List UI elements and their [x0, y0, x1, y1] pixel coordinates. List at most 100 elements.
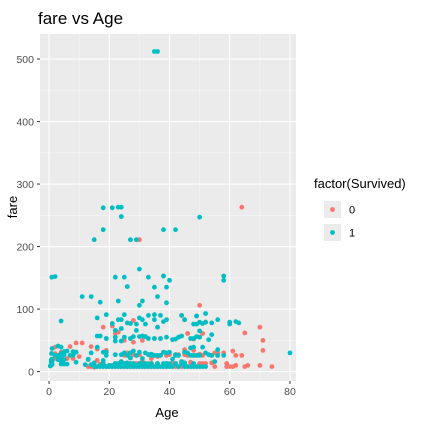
point-survived-1 [287, 350, 293, 356]
point-survived-1 [109, 321, 115, 326]
point-survived-1 [203, 319, 209, 325]
point-survived-1 [182, 360, 188, 366]
y-tick-label: 0 [28, 366, 34, 378]
x-tick-label: 60 [224, 386, 236, 398]
point-survived-1 [100, 227, 106, 233]
point-survived-1 [121, 274, 127, 280]
point-survived-1 [155, 324, 160, 330]
point-survived-1 [94, 315, 100, 321]
point-survived-1 [161, 273, 166, 279]
point-survived-1 [221, 353, 227, 358]
point-survived-1 [100, 205, 106, 211]
point-survived-1 [118, 317, 124, 323]
point-survived-1 [179, 313, 185, 318]
point-survived-1 [167, 361, 172, 366]
point-survived-1 [155, 361, 160, 366]
y-axis-title: fare [5, 196, 20, 218]
point-survived-0 [233, 353, 239, 358]
point-survived-0 [260, 348, 266, 353]
point-survived-1 [131, 334, 136, 339]
point-survived-1 [134, 237, 139, 243]
point-survived-1 [170, 364, 175, 369]
point-survived-1 [97, 299, 103, 305]
point-survived-1 [103, 336, 109, 341]
point-survived-0 [88, 344, 94, 349]
point-survived-1 [49, 356, 55, 362]
point-survived-1 [197, 334, 203, 340]
point-survived-0 [257, 324, 263, 330]
point-survived-0 [185, 331, 191, 336]
minor-gridlines [40, 34, 296, 381]
point-survived-1 [112, 352, 118, 358]
point-survived-1 [140, 317, 145, 323]
point-survived-0 [239, 353, 245, 358]
point-survived-1 [58, 344, 64, 350]
point-survived-1 [158, 353, 163, 358]
point-survived-1 [215, 317, 221, 323]
point-survived-0 [140, 338, 145, 343]
y-tick-label: 100 [16, 304, 34, 316]
point-survived-0 [131, 339, 136, 345]
plot-panel [40, 34, 296, 381]
point-survived-1 [112, 334, 118, 340]
point-survived-1 [173, 361, 178, 366]
x-tick-label: 20 [103, 386, 115, 398]
point-survived-1 [64, 348, 70, 354]
point-survived-1 [124, 284, 130, 289]
point-survived-1 [182, 317, 188, 323]
point-survived-1 [134, 328, 139, 333]
point-survived-1 [70, 353, 76, 358]
point-survived-1 [212, 359, 218, 364]
y-tick-label: 300 [16, 179, 34, 191]
point-survived-1 [227, 319, 233, 325]
point-survived-0 [67, 344, 73, 349]
point-survived-1 [167, 349, 172, 355]
point-survived-1 [164, 300, 169, 306]
point-survived-0 [73, 340, 79, 346]
point-survived-1 [134, 353, 139, 358]
y-tick-label: 500 [16, 54, 34, 66]
point-survived-1 [209, 320, 215, 326]
point-survived-1 [91, 360, 97, 366]
point-survived-1 [137, 302, 142, 308]
point-survived-0 [79, 340, 85, 346]
point-survived-1 [134, 321, 139, 327]
legend-key-0 [330, 207, 335, 212]
point-survived-1 [152, 336, 157, 341]
point-survived-1 [146, 274, 151, 280]
point-survived-0 [224, 361, 230, 366]
point-survived-0 [257, 363, 263, 368]
point-survived-1 [118, 204, 124, 210]
point-survived-1 [158, 313, 163, 318]
point-survived-1 [140, 298, 145, 304]
point-survived-0 [242, 330, 248, 336]
point-survived-1 [203, 311, 209, 316]
point-survived-1 [127, 355, 133, 361]
point-survived-1 [164, 317, 169, 323]
point-survived-1 [131, 348, 136, 354]
point-survived-1 [209, 353, 215, 358]
data-points [47, 49, 293, 370]
point-survived-1 [137, 349, 142, 355]
legend: factor(Survived) 0 1 [314, 176, 406, 241]
point-survived-1 [91, 237, 97, 243]
point-survived-1 [112, 338, 118, 344]
point-survived-1 [206, 337, 212, 343]
point-survived-0 [260, 338, 266, 343]
point-survived-1 [85, 356, 91, 362]
point-survived-1 [155, 49, 160, 54]
point-survived-1 [73, 349, 79, 355]
point-survived-1 [49, 346, 55, 351]
point-survived-1 [170, 356, 175, 362]
point-survived-1 [176, 364, 181, 369]
point-survived-0 [212, 364, 218, 369]
point-survived-1 [197, 328, 203, 334]
point-survived-1 [155, 294, 160, 299]
legend-label-0: 0 [349, 205, 355, 217]
point-survived-0 [269, 364, 275, 369]
point-survived-1 [94, 344, 100, 350]
point-survived-1 [64, 361, 70, 367]
point-survived-1 [118, 326, 124, 331]
point-survived-1 [137, 266, 142, 272]
